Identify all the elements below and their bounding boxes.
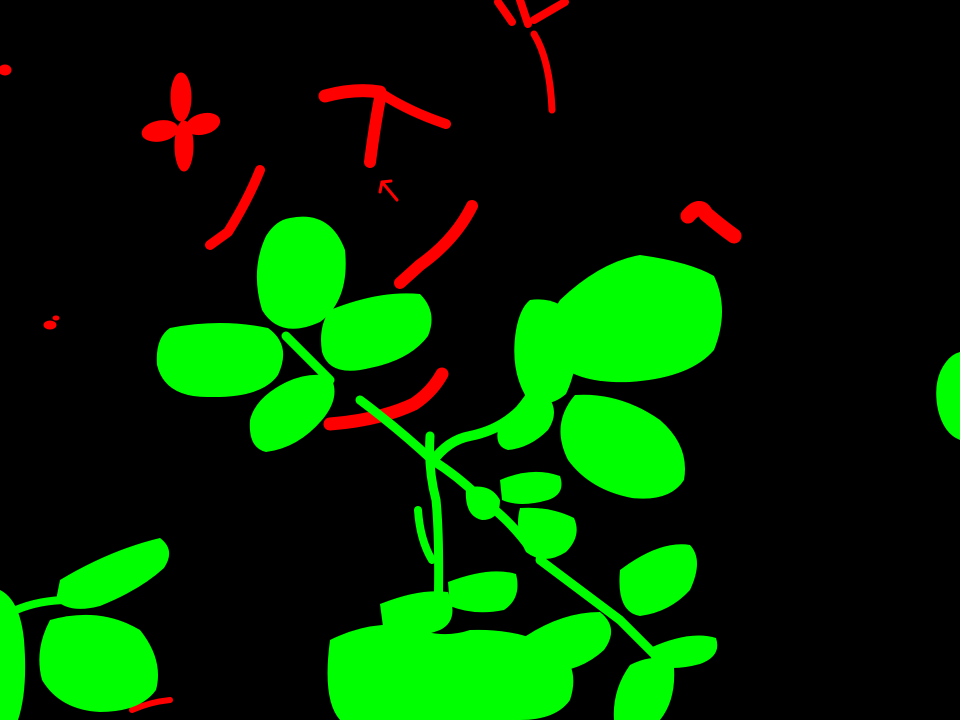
weed-bottom-small: [129, 697, 173, 713]
plant-bottom-left: [0, 538, 170, 720]
plant-bottom-center: [327, 571, 612, 720]
plant-middle-small: [465, 471, 577, 559]
weed-four-petal: [141, 72, 221, 172]
plant-lower-right: [613, 544, 718, 720]
weed-edge-dot: [0, 64, 12, 76]
weed-t-shape: [318, 84, 451, 168]
weed-right-blob: [680, 201, 742, 244]
weed-small-left: [43, 315, 60, 330]
plant-regions: [0, 216, 960, 720]
weed-blade-left: [205, 165, 265, 250]
weed-top-center: [494, 0, 569, 114]
weed-arrow: [378, 179, 399, 202]
plant-upper-left: [156, 216, 432, 452]
weed-blade-mid: [323, 367, 449, 431]
weed-blade-center: [394, 200, 478, 289]
weed-regions: [0, 0, 742, 713]
plant-right-edge: [936, 352, 960, 440]
plant-upper-right: [497, 255, 722, 499]
